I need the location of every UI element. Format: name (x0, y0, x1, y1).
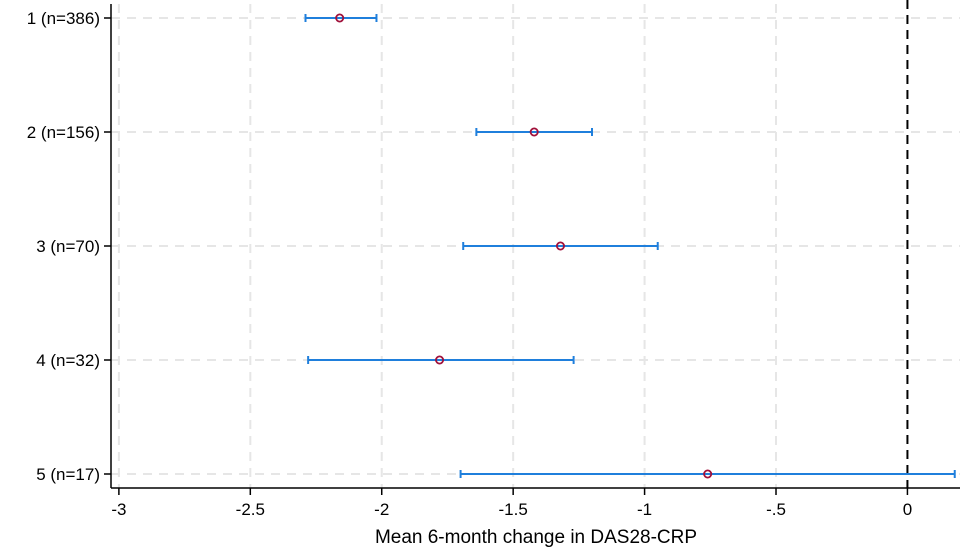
mean-point (703, 469, 713, 479)
y-tick-label: 1 (n=386) (27, 9, 100, 28)
mean-point (335, 13, 345, 23)
mean-point (555, 241, 565, 251)
data-layer (304, 13, 956, 479)
ci-group (459, 469, 956, 479)
y-tick-label: 5 (n=17) (36, 465, 100, 484)
x-tick-label: -.5 (766, 500, 786, 519)
ci-group (307, 355, 575, 365)
y-tick-label: 2 (n=156) (27, 123, 100, 142)
x-tick-label: -2.5 (236, 500, 265, 519)
y-tick-label: 3 (n=70) (36, 237, 100, 256)
x-tick-label: -1 (637, 500, 652, 519)
x-tick-label: -1.5 (499, 500, 528, 519)
x-axis-title: Mean 6-month change in DAS28-CRP (375, 527, 697, 548)
ci-group (475, 127, 594, 137)
axis-layer: -3 -2.5 -2 -1.5 -1 -.5 0 1 (n=386) 2 (n=156) 3 (n… (27, 4, 960, 519)
mean-point (529, 127, 539, 137)
x-tick-label: 0 (903, 500, 912, 519)
ci-group (462, 241, 659, 251)
x-tick-label: -3 (111, 500, 126, 519)
mean-point (435, 355, 445, 365)
y-tick-label: 4 (n=32) (36, 351, 100, 370)
ci-group (304, 13, 378, 23)
x-tick-label: -2 (374, 500, 389, 519)
